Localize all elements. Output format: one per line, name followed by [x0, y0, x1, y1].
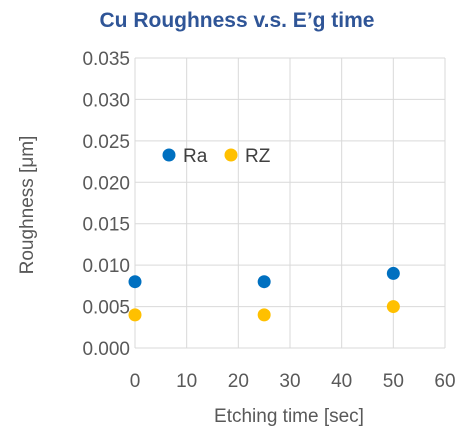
y-tick-label: 0.020: [82, 173, 130, 194]
legend-label-ra: Ra: [183, 146, 208, 167]
legend: Ra RZ: [162, 146, 271, 167]
data-point-rz: [128, 308, 142, 322]
x-axis-label: Etching time [sec]: [214, 406, 364, 427]
data-point-rz: [386, 300, 400, 314]
data-point-ra: [257, 275, 271, 289]
y-tick-label: 0.010: [82, 256, 130, 277]
y-tick-label: 0.015: [82, 215, 130, 236]
x-tick-label: 20: [228, 371, 249, 392]
data-point-ra: [128, 275, 142, 289]
y-tick-label: 0.025: [82, 132, 130, 153]
data-point-rz: [257, 308, 271, 322]
x-tick-label: 50: [383, 371, 404, 392]
x-tick-label: 60: [434, 371, 455, 392]
y-tick-label: 0.005: [82, 298, 130, 319]
y-axis-label: Roughness [μm]: [17, 136, 38, 275]
legend-marker-rz: [224, 148, 238, 162]
x-tick-label: 0: [130, 371, 141, 392]
y-tick-label: 0.030: [82, 90, 130, 111]
y-tick-label: 0.000: [82, 339, 130, 360]
legend-label-rz: RZ: [245, 146, 271, 167]
x-tick-label: 10: [176, 371, 197, 392]
grid-lines: [134, 57, 446, 349]
tick-labels: 0 10 20 30 40 50 60 0.000 0.005 0.010 0.015 0.020 0.…: [82, 49, 455, 392]
chart-title: Cu Roughness v.s. E’g time: [100, 9, 375, 32]
x-tick-label: 30: [279, 371, 300, 392]
legend-marker-ra: [162, 148, 176, 162]
y-tick-label: 0.035: [82, 49, 130, 70]
data-point-ra: [386, 266, 400, 280]
x-tick-label: 40: [331, 371, 352, 392]
data-points: [128, 266, 400, 322]
